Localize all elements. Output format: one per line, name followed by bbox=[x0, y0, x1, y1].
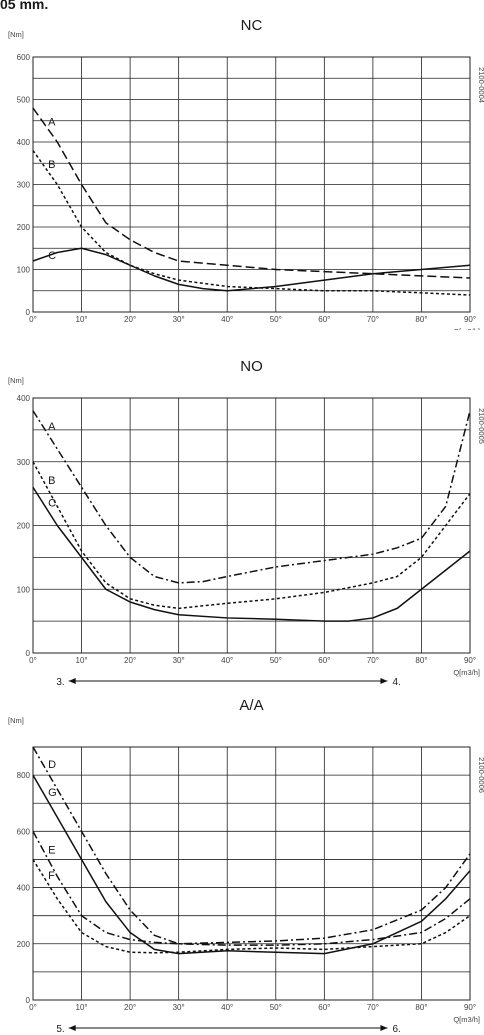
y-tick-label: 500 bbox=[17, 96, 31, 105]
x-tick-label: 80° bbox=[415, 1003, 427, 1012]
x-tick-label: 90° bbox=[464, 656, 476, 665]
arrow-head-right bbox=[380, 1025, 388, 1031]
x-unit-label: Q[m3/h] bbox=[453, 668, 480, 677]
y-unit-label: [Nm] bbox=[8, 376, 24, 385]
chart-title: A/A bbox=[239, 697, 263, 714]
arrow-end-label: 4. bbox=[392, 677, 400, 685]
series-line-a bbox=[32, 410, 471, 584]
x-tick-label: 50° bbox=[270, 656, 282, 665]
x-tick-label: 20° bbox=[124, 1003, 136, 1012]
chart-no: NO [Nm] 0 100 200 300 400 0° 10° 20° 30° 40° 50° 60° 7… bbox=[8, 358, 484, 685]
x-tick-label: 60° bbox=[318, 656, 330, 665]
chart-title: NO bbox=[240, 358, 263, 375]
x-tick-label: 40° bbox=[221, 315, 233, 324]
series-label-e: E bbox=[48, 845, 55, 857]
y-tick-label: 0 bbox=[26, 996, 31, 1005]
y-tick-label: 400 bbox=[17, 138, 31, 147]
plot-frame bbox=[32, 397, 471, 654]
x-tick-label: 60° bbox=[318, 1003, 330, 1012]
series-label-c: C bbox=[48, 497, 56, 509]
x-unit-label: Q[m3/h] bbox=[453, 1015, 480, 1024]
x-tick-label: 80° bbox=[415, 656, 427, 665]
y-tick-label: 0 bbox=[26, 308, 31, 317]
series-line-f bbox=[32, 859, 471, 954]
arrow-head-left bbox=[68, 678, 76, 684]
x-tick-label: 30° bbox=[173, 315, 185, 324]
chart-nc: NC [Nm] 0 100 200 300 400 500 600 0° 10° 20° 30° 40° 5… bbox=[8, 17, 484, 330]
figure-code: 2100-0004 bbox=[477, 67, 484, 103]
arrow-head-right bbox=[380, 678, 388, 684]
arrow-start-label: 3. bbox=[56, 677, 64, 685]
series-label-a: A bbox=[48, 116, 56, 128]
arrow-end-label: 6. bbox=[392, 1024, 400, 1035]
x-tick-label: 70° bbox=[367, 1003, 379, 1012]
series-line-c bbox=[32, 247, 471, 292]
x-tick-label: 10° bbox=[76, 656, 88, 665]
y-tick-label: 100 bbox=[17, 585, 31, 594]
x-tick-label: 30° bbox=[173, 1003, 185, 1012]
arrow-start-label: 5. bbox=[56, 1024, 64, 1035]
x-tick-label: 20° bbox=[124, 656, 136, 665]
x-tick-label: 10° bbox=[76, 1003, 88, 1012]
y-tick-label: 200 bbox=[17, 223, 31, 232]
arrow-head-left bbox=[68, 1025, 76, 1031]
x-tick-label: 90° bbox=[464, 315, 476, 324]
y-tick-label: 200 bbox=[17, 940, 31, 949]
y-tick-label: 800 bbox=[17, 771, 31, 780]
series-line-b bbox=[32, 461, 471, 610]
figure-code: 2100-0005 bbox=[477, 408, 484, 444]
x-tick-label: 80° bbox=[415, 315, 427, 324]
series-line-b bbox=[32, 150, 471, 296]
x-tick-label: 70° bbox=[367, 315, 379, 324]
x-tick-label: 30° bbox=[173, 656, 185, 665]
x-tick-label: 50° bbox=[270, 1003, 282, 1012]
series-label-a: A bbox=[48, 421, 56, 433]
y-tick-label: 300 bbox=[17, 458, 31, 467]
x-tick-label: 10° bbox=[76, 315, 88, 324]
figure-code: 2100-0006 bbox=[477, 757, 484, 793]
y-tick-label: 200 bbox=[17, 522, 31, 531]
cut-off-header-text: 05 mm. bbox=[0, 0, 49, 12]
chart-title: NC bbox=[241, 17, 263, 34]
x-tick-label: 50° bbox=[270, 315, 282, 324]
y-tick-label: 0 bbox=[26, 649, 31, 658]
series-label-f: F bbox=[48, 870, 55, 882]
x-tick-label: 20° bbox=[124, 315, 136, 324]
y-tick-label: 600 bbox=[17, 827, 31, 836]
y-unit-label: [Nm] bbox=[8, 716, 24, 725]
series-line-c bbox=[32, 486, 471, 622]
x-unit-label: Q[m3/h] bbox=[453, 327, 480, 330]
y-tick-label: 400 bbox=[17, 394, 31, 403]
series-line-g bbox=[32, 774, 471, 955]
series-line-e bbox=[32, 830, 471, 946]
series-label-d: D bbox=[48, 759, 56, 771]
x-tick-label: 0° bbox=[29, 1003, 37, 1012]
y-unit-label: [Nm] bbox=[8, 30, 24, 39]
x-tick-label: 60° bbox=[318, 315, 330, 324]
x-tick-label: 70° bbox=[367, 656, 379, 665]
plot-frame bbox=[32, 56, 471, 313]
series-label-b: B bbox=[48, 159, 55, 171]
series-label-g: G bbox=[48, 787, 57, 799]
plot-frame bbox=[32, 746, 471, 1001]
series-label-c: C bbox=[48, 250, 56, 262]
y-tick-label: 600 bbox=[17, 53, 31, 62]
x-tick-label: 0° bbox=[29, 656, 37, 665]
x-tick-label: 0° bbox=[29, 315, 37, 324]
x-tick-label: 40° bbox=[221, 656, 233, 665]
x-tick-label: 90° bbox=[464, 1003, 476, 1012]
x-tick-label: 40° bbox=[221, 1003, 233, 1012]
y-tick-label: 400 bbox=[17, 884, 31, 893]
chart-aa: A/A [Nm] 0 200 400 600 800 0° 10° 20° 30° 40° 50° 60°… bbox=[8, 697, 484, 1035]
y-tick-label: 300 bbox=[17, 181, 31, 190]
series-label-b: B bbox=[48, 475, 55, 487]
series-line-d bbox=[32, 746, 471, 945]
y-tick-label: 100 bbox=[17, 266, 31, 275]
